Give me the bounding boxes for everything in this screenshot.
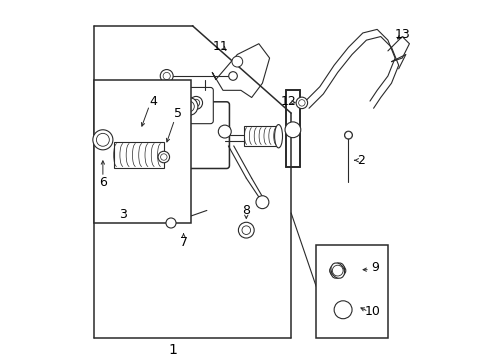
Circle shape — [333, 301, 351, 319]
Circle shape — [180, 98, 198, 116]
Ellipse shape — [329, 264, 345, 277]
Circle shape — [189, 96, 202, 109]
Circle shape — [160, 69, 173, 82]
Ellipse shape — [344, 131, 352, 139]
Text: 3: 3 — [119, 207, 126, 221]
Text: 1: 1 — [168, 343, 177, 357]
Bar — [94, 80, 190, 223]
Circle shape — [192, 99, 199, 107]
Text: 9: 9 — [370, 261, 378, 274]
Ellipse shape — [330, 263, 344, 278]
FancyBboxPatch shape — [168, 87, 213, 124]
Text: 7: 7 — [179, 236, 187, 249]
Text: 12: 12 — [280, 95, 296, 108]
Text: 13: 13 — [394, 28, 410, 41]
Circle shape — [228, 72, 237, 80]
Text: 5: 5 — [174, 108, 182, 121]
Circle shape — [93, 130, 113, 150]
Circle shape — [296, 97, 307, 109]
Circle shape — [238, 222, 254, 238]
Circle shape — [160, 154, 167, 160]
Circle shape — [332, 265, 343, 276]
Text: 10: 10 — [364, 305, 379, 318]
Text: 6: 6 — [99, 176, 106, 189]
Circle shape — [255, 196, 268, 209]
Text: 4: 4 — [149, 95, 157, 108]
Circle shape — [298, 100, 305, 106]
Bar — [244, 126, 278, 146]
Text: 11: 11 — [212, 40, 227, 53]
Circle shape — [242, 226, 250, 234]
FancyBboxPatch shape — [173, 102, 229, 168]
Bar — [113, 141, 163, 168]
Circle shape — [163, 72, 170, 80]
Circle shape — [158, 151, 169, 163]
Circle shape — [344, 131, 351, 139]
Circle shape — [96, 133, 109, 146]
Ellipse shape — [330, 263, 344, 278]
Circle shape — [285, 122, 300, 138]
Text: 8: 8 — [242, 204, 250, 217]
Circle shape — [165, 218, 176, 228]
Circle shape — [183, 101, 194, 112]
Circle shape — [174, 131, 182, 139]
Circle shape — [170, 127, 185, 143]
Text: 2: 2 — [357, 154, 365, 167]
Bar — [316, 244, 387, 338]
Circle shape — [218, 125, 231, 138]
Ellipse shape — [274, 125, 282, 148]
Circle shape — [231, 56, 242, 67]
